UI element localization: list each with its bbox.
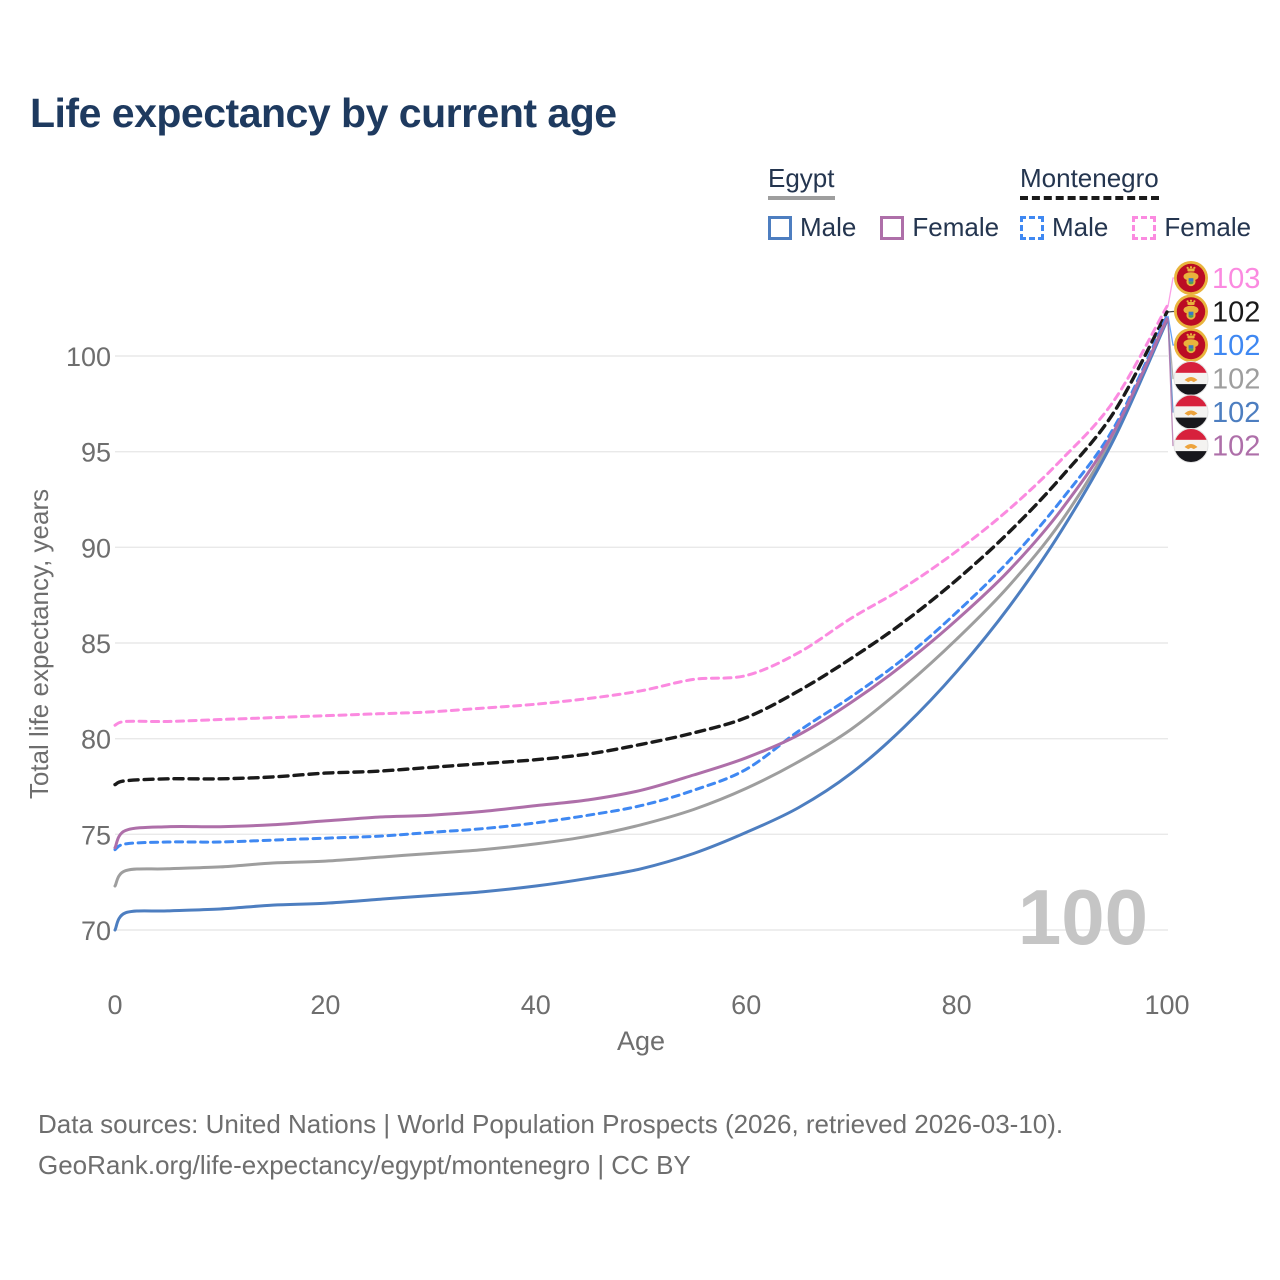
- end-label-value-egypt_female: 102: [1212, 431, 1260, 463]
- y-tick-label: 70: [81, 916, 111, 946]
- x-tick-label: 80: [942, 990, 972, 1020]
- y-axis-ticks: 70 75 80 85 90 95 100: [66, 342, 111, 946]
- legend-group-montenegro: Montenegro Male Female: [1020, 163, 1275, 243]
- legend-header-egypt[interactable]: Egypt: [768, 163, 835, 200]
- x-tick-label: 40: [521, 990, 551, 1020]
- legend-item-egypt-male[interactable]: Male: [768, 212, 856, 243]
- y-tick-label: 75: [81, 820, 111, 850]
- legend-group-egypt: Egypt Male Female: [768, 163, 1023, 243]
- egypt-flag-icon: [1174, 429, 1208, 463]
- footer-data-sources: Data sources: United Nations | World Pop…: [38, 1109, 1064, 1139]
- legend-label-montenegro-male: Male: [1052, 212, 1109, 242]
- series-line-montenegro_female[interactable]: [113, 304, 1169, 727]
- egypt-flag-icon: [1174, 395, 1208, 429]
- y-axis-title: Total life expectancy, years: [24, 489, 54, 799]
- end-label-egypt_total: 102: [1174, 362, 1260, 396]
- legend-item-egypt-female[interactable]: Female: [880, 212, 999, 243]
- legend-header-montenegro[interactable]: Montenegro: [1020, 163, 1159, 200]
- legend-item-montenegro-male[interactable]: Male: [1020, 212, 1108, 243]
- egypt-female-swatch-icon: [880, 215, 905, 240]
- montenegro-flag-icon: [1174, 261, 1208, 295]
- montenegro-flag-icon: [1174, 328, 1208, 362]
- series-lines: [113, 304, 1169, 932]
- montenegro-flag-icon: [1174, 294, 1208, 329]
- watermark-100: 100: [1018, 873, 1148, 961]
- series-line-egypt_female[interactable]: [113, 317, 1169, 850]
- x-axis-ticks: 0 20 40 60 80 100: [107, 990, 1189, 1020]
- legend-items-egypt: Male Female: [768, 212, 1023, 243]
- egypt-flag-icon: [1174, 362, 1208, 396]
- end-label-value-egypt_total: 102: [1212, 364, 1260, 396]
- end-label-montenegro_female: 103: [1174, 261, 1260, 295]
- end-label-egypt_male: 102: [1174, 395, 1260, 429]
- series-line-montenegro_male[interactable]: [113, 314, 1169, 852]
- y-tick-label: 90: [81, 533, 111, 563]
- legend-label-montenegro-female: Female: [1164, 212, 1252, 242]
- end-label-value-montenegro_male: 102: [1212, 330, 1260, 362]
- y-tick-label: 95: [81, 438, 111, 468]
- x-tick-label: 20: [310, 990, 340, 1020]
- x-tick-label: 100: [1144, 990, 1189, 1020]
- footer: Data sources: United Nations | World Pop…: [38, 1104, 1063, 1186]
- end-label-value-montenegro_total: 102: [1212, 297, 1260, 329]
- footer-attribution: GeoRank.org/life-expectancy/egypt/monten…: [38, 1150, 691, 1180]
- y-tick-label: 100: [66, 342, 111, 372]
- legend-label-egypt-male: Male: [800, 212, 857, 242]
- egypt-male-swatch-icon: [768, 215, 792, 240]
- page-title: Life expectancy by current age: [30, 90, 617, 136]
- y-tick-label: 80: [81, 725, 111, 755]
- x-axis-title: Age: [617, 1026, 665, 1056]
- series-line-montenegro_total[interactable]: [113, 310, 1169, 787]
- gridlines: [115, 355, 1168, 931]
- end-label-montenegro_total: 102: [1174, 294, 1260, 329]
- legend-item-montenegro-female[interactable]: Female: [1132, 212, 1251, 243]
- legend-label-egypt-female: Female: [912, 212, 1000, 242]
- series-line-egypt_male[interactable]: [113, 319, 1169, 932]
- x-tick-label: 0: [107, 990, 122, 1020]
- life-expectancy-chart: 100 70 75 80 85 90 95 100 0 20 40 60 80 100 Age Tot…: [24, 261, 1260, 1056]
- legend-items-montenegro: Male Female: [1020, 212, 1275, 243]
- montenegro-male-swatch-icon: [1020, 215, 1044, 240]
- end-label-egypt_female: 102: [1174, 429, 1260, 463]
- end-label-value-montenegro_female: 103: [1212, 263, 1260, 295]
- x-tick-label: 60: [731, 990, 761, 1020]
- montenegro-female-swatch-icon: [1132, 215, 1157, 240]
- end-label-value-egypt_male: 102: [1212, 397, 1260, 429]
- series-line-egypt_total[interactable]: [113, 318, 1169, 888]
- y-tick-label: 85: [81, 629, 111, 659]
- end-label-montenegro_male: 102: [1174, 328, 1260, 362]
